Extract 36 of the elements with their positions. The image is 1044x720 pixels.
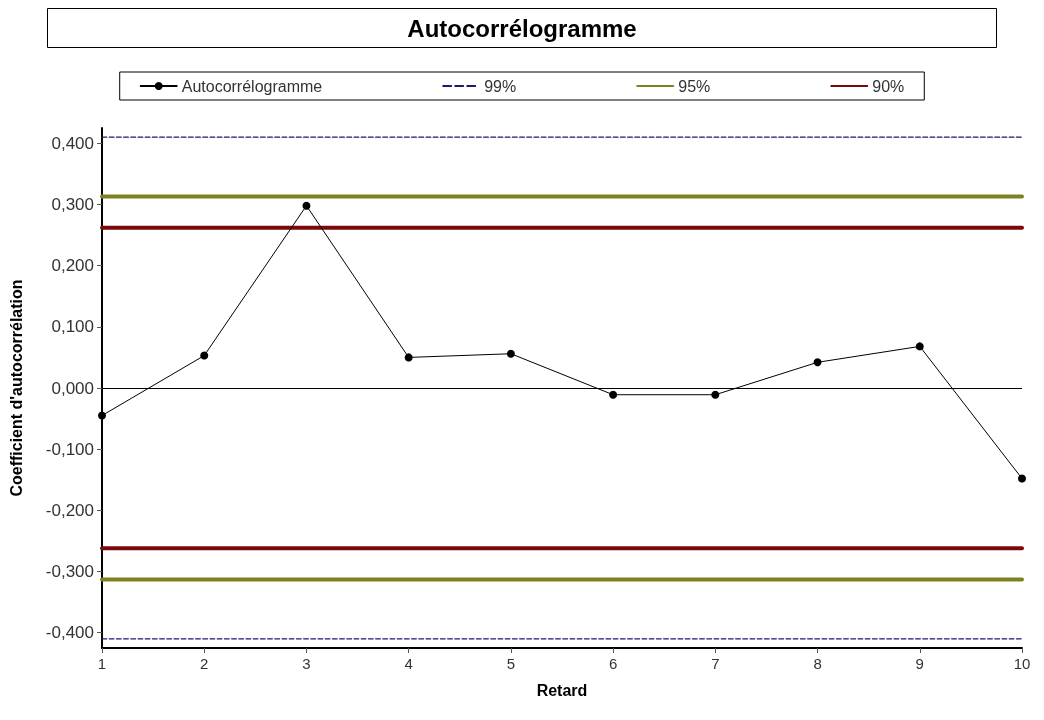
point [98, 411, 106, 420]
x-tick-label: 8 [813, 655, 822, 672]
y-axis-title: Coefficient d'autocorrélation [7, 279, 25, 497]
x-axis-title: Retard [536, 681, 588, 699]
chart-title: Autocorrélogramme [407, 14, 637, 42]
y-tick-label: -0,400 [45, 623, 94, 643]
point [711, 390, 720, 399]
point [813, 358, 822, 367]
x-tick-label: 5 [506, 655, 516, 672]
y-tick-label: 0,300 [51, 194, 94, 214]
y-tick-label: -0,100 [45, 439, 94, 459]
point [915, 342, 924, 351]
y-tick-label: -0,200 [45, 500, 94, 520]
x-tick-label: 6 [608, 655, 618, 672]
y-tick-label: 0,400 [51, 133, 94, 153]
x-tick-label: 1 [97, 655, 107, 672]
legend-label: 95% [678, 77, 711, 95]
y-tick-label: 0,000 [51, 378, 94, 398]
point [506, 349, 515, 358]
point [1018, 474, 1026, 483]
x-tick-label: 4 [404, 655, 413, 672]
legend-label: 99% [484, 77, 517, 95]
point [200, 351, 209, 360]
point [609, 390, 618, 399]
legend-label: 90% [872, 77, 905, 95]
x-tick-label: 2 [200, 655, 209, 672]
x-tick-label: 9 [915, 655, 924, 672]
point [404, 353, 413, 362]
y-tick-label: -0,300 [45, 562, 94, 582]
y-tick-label: 0,100 [51, 317, 94, 337]
x-tick-label: 7 [711, 655, 720, 672]
point [302, 201, 311, 210]
y-tick-label: 0,200 [51, 256, 94, 276]
legend-label: Autocorrélogramme [181, 77, 323, 95]
x-tick-label: 3 [302, 655, 311, 672]
x-tick-label: 10 [1013, 655, 1031, 672]
